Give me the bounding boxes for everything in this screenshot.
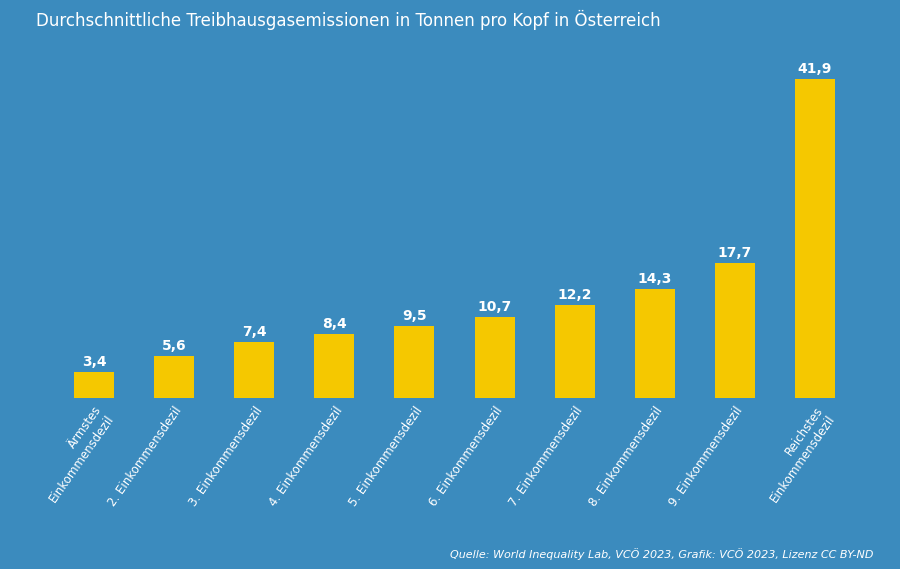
Bar [795, 79, 835, 398]
Text: 12,2: 12,2 [557, 288, 592, 302]
Bar [154, 356, 194, 398]
Bar [554, 305, 595, 398]
Bar [314, 334, 355, 398]
Text: Durchschnittliche Treibhausgasemissionen in Tonnen pro Kopf in Österreich: Durchschnittliche Treibhausgasemissionen… [36, 10, 661, 30]
Text: 10,7: 10,7 [477, 300, 512, 314]
Text: 7,4: 7,4 [242, 325, 266, 339]
Text: Quelle: World Inequality Lab, VCÖ 2023, Grafik: VCÖ 2023, Lizenz CC BY-ND: Quelle: World Inequality Lab, VCÖ 2023, … [449, 549, 873, 560]
Text: 3,4: 3,4 [82, 355, 106, 369]
Bar [715, 263, 755, 398]
Text: 41,9: 41,9 [797, 61, 832, 76]
Bar [234, 342, 274, 398]
Text: 14,3: 14,3 [637, 272, 672, 286]
Text: 5,6: 5,6 [162, 339, 186, 353]
Bar [394, 326, 435, 398]
Text: 8,4: 8,4 [322, 317, 346, 331]
Bar [474, 317, 515, 398]
Text: 9,5: 9,5 [402, 309, 427, 323]
Bar [74, 372, 114, 398]
Text: 17,7: 17,7 [717, 246, 752, 260]
Bar [634, 289, 675, 398]
